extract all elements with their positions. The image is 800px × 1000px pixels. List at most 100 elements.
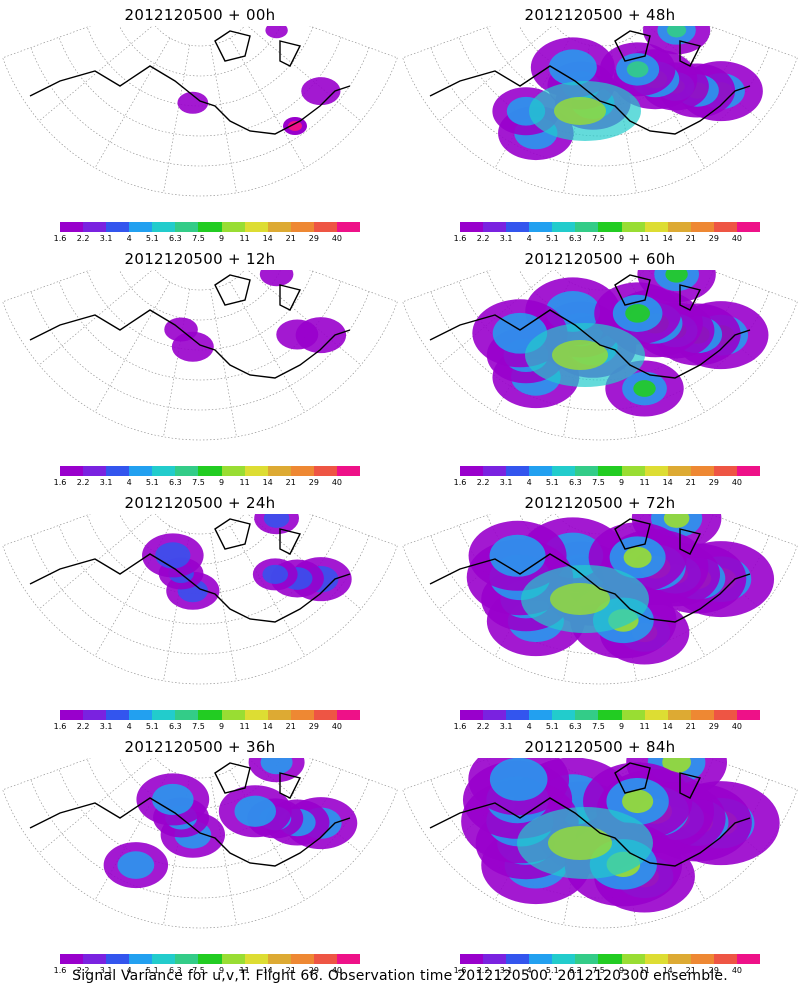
colorbar <box>460 466 761 476</box>
colorbar-label: 29 <box>308 722 319 731</box>
colorbar-swatch <box>667 222 691 232</box>
colorbar-label: 11 <box>239 234 250 243</box>
colorbar-label: 29 <box>708 966 719 975</box>
colorbar-swatch <box>575 954 599 964</box>
colorbar-swatch <box>483 466 507 476</box>
colorbar-swatch <box>736 466 761 476</box>
colorbar-label: 2.2 <box>476 722 490 731</box>
colorbar-label: 11 <box>239 966 250 975</box>
colorbar-swatch <box>690 954 714 964</box>
colorbar-swatch <box>483 222 507 232</box>
colorbar-swatch <box>221 222 245 232</box>
colorbar-label: 29 <box>708 722 719 731</box>
colorbar-label: 40 <box>731 234 743 243</box>
colorbar-swatch <box>244 710 268 720</box>
colorbar-swatch <box>575 466 599 476</box>
colorbar-swatch <box>460 954 484 964</box>
polar-map <box>402 514 798 685</box>
colorbar-swatch <box>552 222 576 232</box>
colorbar-swatch <box>529 222 553 232</box>
colorbar-label: 14 <box>262 722 273 731</box>
colorbar-label: 2.2 <box>76 234 90 243</box>
colorbar-label: 2.2 <box>76 478 90 487</box>
colorbar-swatch <box>713 466 737 476</box>
colorbar-swatch <box>60 222 84 232</box>
colorbar-swatch <box>152 710 176 720</box>
colorbar-swatch <box>106 954 130 964</box>
coastline <box>29 274 351 379</box>
colorbar-label: 7.5 <box>192 966 205 975</box>
colorbar-label: 7.5 <box>592 966 605 975</box>
colorbar-label: 6.3 <box>569 234 582 243</box>
forecast-panel: 2012120500 + 84h 1.6 2.2 3.1 4 5.1 6.3 7.5 9 11 14… <box>400 732 800 976</box>
colorbar-swatch <box>106 222 130 232</box>
colorbar-label: 29 <box>308 478 319 487</box>
colorbar-label: 40 <box>731 722 743 731</box>
colorbar-swatch <box>313 466 337 476</box>
colorbar-swatch <box>129 710 153 720</box>
colorbar-label: 14 <box>262 966 273 975</box>
coastline <box>29 30 351 135</box>
colorbar-swatch <box>106 466 130 476</box>
colorbar-label: 7.5 <box>192 722 205 731</box>
colorbar-swatch <box>129 954 153 964</box>
colorbar-labels: 1.6 2.2 3.1 4 5.1 6.3 7.5 9 11 14 21 29 40 <box>54 234 360 244</box>
polar-map <box>2 758 398 929</box>
forecast-panel: 2012120500 + 12h 1.6 2.2 3.1 4 5.1 6.3 7.5 9 11 14… <box>0 244 400 488</box>
colorbar-label: 7.5 <box>192 478 205 487</box>
colorbar-swatch <box>152 954 176 964</box>
variance-shading <box>164 270 347 362</box>
colorbar-swatch <box>690 710 714 720</box>
colorbar-label: 6.3 <box>569 722 582 731</box>
colorbar-label: 21 <box>685 478 696 487</box>
colorbar-swatch <box>483 954 507 964</box>
colorbar-swatch <box>713 222 737 232</box>
polar-map <box>2 270 398 441</box>
colorbar-labels: 1.6 2.2 3.1 4 5.1 6.3 7.5 9 11 14 21 29 40 <box>454 966 760 976</box>
colorbar-label: 7.5 <box>592 722 605 731</box>
colorbar-label: 40 <box>731 966 743 975</box>
colorbar-label: 3.1 <box>499 478 513 487</box>
colorbar-label: 29 <box>308 234 319 243</box>
variance-shading <box>472 270 769 417</box>
colorbar-swatch <box>313 954 337 964</box>
colorbar-swatch <box>152 222 176 232</box>
colorbar-label: 11 <box>239 722 250 731</box>
colorbar-label: 4 <box>526 966 532 975</box>
panel-title: 2012120500 + 84h <box>524 738 676 756</box>
colorbar-label: 29 <box>708 234 719 243</box>
colorbar-swatch <box>60 466 84 476</box>
colorbar-swatch <box>506 710 530 720</box>
variance-shading <box>142 514 352 610</box>
colorbar-swatch <box>83 466 107 476</box>
colorbar-label: 29 <box>708 478 719 487</box>
colorbar-swatch <box>598 222 622 232</box>
colorbar-label: 3.1 <box>499 966 513 975</box>
colorbar-swatch <box>713 710 737 720</box>
colorbar <box>460 222 761 232</box>
variance-shading <box>466 514 775 665</box>
variance-shading <box>177 26 341 135</box>
colorbar-label: 3.1 <box>99 478 113 487</box>
colorbar-swatch <box>152 466 176 476</box>
colorbar-swatch <box>644 466 668 476</box>
colorbar-swatch <box>198 710 222 720</box>
colorbar-label: 4 <box>526 722 532 731</box>
colorbar-label: 5.1 <box>545 966 559 975</box>
colorbar-swatch <box>244 222 268 232</box>
forecast-panel: 2012120500 + 60h 1.6 2.2 3.1 4 5.1 6.3 7.5 9 11 14… <box>400 244 800 488</box>
colorbar-swatch <box>460 222 484 232</box>
colorbar <box>60 710 361 720</box>
colorbar-label: 9 <box>218 966 225 975</box>
colorbar-label: 29 <box>308 966 319 975</box>
colorbar-label: 6.3 <box>169 722 182 731</box>
colorbar-label: 3.1 <box>99 234 113 243</box>
colorbar-swatch <box>267 710 291 720</box>
colorbar-swatch <box>621 710 645 720</box>
coastline <box>29 762 351 867</box>
colorbar-label: 14 <box>662 478 673 487</box>
panel-title: 2012120500 + 48h <box>524 6 676 24</box>
figure-caption: Signal Variance for u,v,T. Flight 66. Ob… <box>72 968 728 984</box>
colorbar-labels: 1.6 2.2 3.1 4 5.1 6.3 7.5 9 11 14 21 29 40 <box>454 234 760 244</box>
colorbar-swatch <box>175 954 199 964</box>
